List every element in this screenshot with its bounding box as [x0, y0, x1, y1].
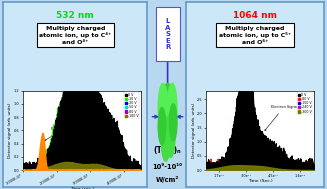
- Text: Electron signal: Electron signal: [100, 148, 127, 156]
- Text: 1064 nm: 1064 nm: [233, 11, 277, 20]
- Text: Multiply charged
atomic ion, up to C⁴⁺
and O⁴⁺: Multiply charged atomic ion, up to C⁴⁺ a…: [39, 26, 111, 45]
- Circle shape: [169, 104, 177, 141]
- Text: 532 nm: 532 nm: [56, 11, 94, 20]
- Text: W/cm²: W/cm²: [156, 176, 179, 183]
- Circle shape: [161, 117, 170, 161]
- Circle shape: [158, 108, 166, 145]
- Circle shape: [158, 83, 168, 132]
- Circle shape: [167, 83, 177, 132]
- Text: Multiply charged
atomic ion, up to C⁵⁺
and O⁶⁺: Multiply charged atomic ion, up to C⁵⁺ a…: [219, 26, 291, 45]
- FancyBboxPatch shape: [156, 7, 180, 61]
- Text: Electron Signal: Electron Signal: [265, 105, 298, 131]
- X-axis label: Time (Sec.): Time (Sec.): [248, 179, 272, 183]
- Y-axis label: Detector signal (arb. units): Detector signal (arb. units): [192, 103, 196, 158]
- Text: 10⁹-10¹⁰: 10⁹-10¹⁰: [153, 164, 182, 170]
- Legend: 0 V, -80 V, -150 V, -240 V, -300 V: 0 V, -80 V, -150 V, -240 V, -300 V: [297, 92, 312, 114]
- X-axis label: Time (sec.): Time (sec.): [70, 187, 94, 189]
- Text: (THF)ₙ: (THF)ₙ: [154, 146, 181, 155]
- Y-axis label: Detector signal (arb. units): Detector signal (arb. units): [9, 103, 12, 158]
- Text: Photon signal: Photon signal: [44, 127, 76, 141]
- Legend: 0 V, -10 V, -30 V, -50 V, -80 V, -100 V: 0 V, -10 V, -30 V, -50 V, -80 V, -100 V: [124, 92, 139, 118]
- Text: L
A
S
E
R: L A S E R: [165, 18, 170, 50]
- Circle shape: [161, 83, 174, 150]
- Circle shape: [166, 113, 175, 157]
